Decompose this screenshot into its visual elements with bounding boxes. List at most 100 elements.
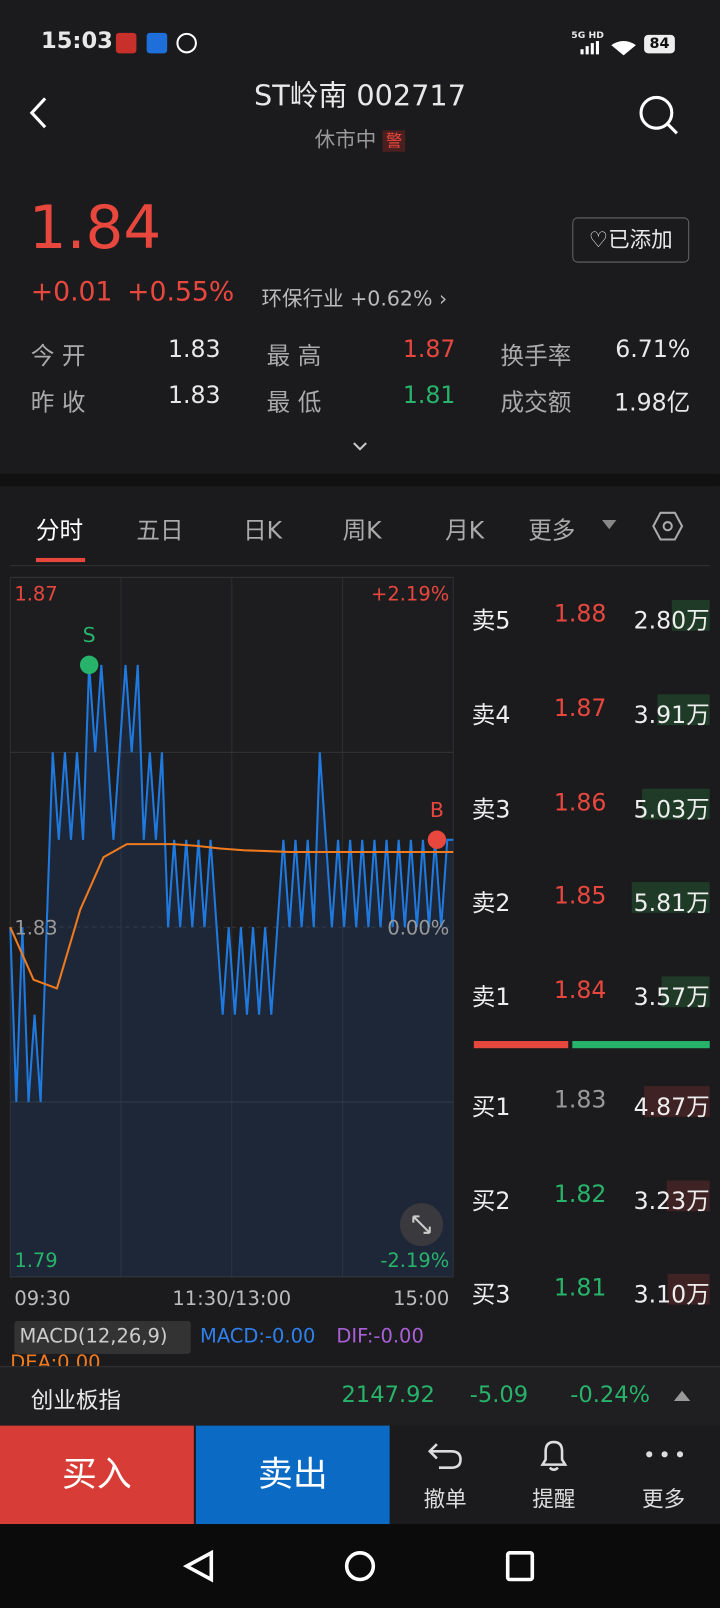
dif-value: DIF:-0.00 [336, 1325, 424, 1348]
pct-label: +2.19% [371, 582, 449, 605]
book-volume: 3.57万 [633, 984, 710, 1012]
settings-button[interactable] [650, 509, 685, 544]
x-label: 15:00 [393, 1287, 449, 1310]
y-label-mid: 1.83 [14, 917, 57, 940]
book-price: 1.87 [553, 695, 607, 722]
book-volume: 5.81万 [633, 890, 710, 918]
book-volume: 4.87万 [633, 1094, 710, 1122]
dea-text: DEA:0.00 [10, 1351, 101, 1367]
book-price: 1.82 [553, 1181, 607, 1208]
stat-label: 最 低 [266, 389, 322, 417]
buy-label: 买入 [62, 1454, 132, 1496]
sell-button[interactable]: 卖出 [195, 1425, 390, 1525]
back-button[interactable] [25, 94, 56, 131]
indicator-name: MACD(12,26,9) [19, 1325, 168, 1348]
book-label: 卖1 [471, 984, 511, 1012]
action-item[interactable]: 更多 [642, 1487, 686, 1512]
price-area [10, 664, 454, 1277]
app-icon [176, 32, 197, 54]
stat-value: 1.98亿 [614, 389, 691, 417]
signal-icons [580, 41, 636, 56]
expand-icon [673, 1390, 691, 1402]
index-bar[interactable] [0, 1366, 720, 1427]
x-label: 09:30 [14, 1287, 70, 1310]
book-price: 1.88 [553, 601, 607, 628]
tab[interactable]: 日K [243, 517, 283, 545]
y-label-bottom: 1.79 [14, 1249, 57, 1272]
volume-bar [666, 1179, 710, 1211]
sector: 环保行业 +0.62% [261, 286, 433, 311]
tab[interactable]: 五日 [136, 517, 184, 545]
tab[interactable]: 月K [445, 517, 485, 545]
volume-bar [657, 694, 710, 725]
more-icon [646, 1451, 684, 1458]
clock: 15:03 [41, 28, 113, 55]
price-line [9, 664, 454, 1103]
book-volume: 2.80万 [633, 608, 710, 635]
book-price: 1.85 [553, 883, 607, 910]
divider [0, 473, 720, 487]
stat-value: 6.71% [615, 336, 691, 364]
stat-value: 1.83 [167, 336, 221, 364]
y-label-top: 1.87 [14, 582, 57, 605]
book-label: 卖2 [471, 890, 511, 918]
stat-value: 1.83 [167, 382, 221, 410]
app-icon [115, 32, 137, 54]
stat-label: 昨 收 [30, 389, 86, 417]
dea-value: DEA:0.00 [10, 1352, 100, 1366]
book-label: 买1 [471, 1094, 511, 1122]
expand-button[interactable] [351, 439, 369, 453]
sector-link[interactable]: 环保行业 +0.62% › [261, 286, 448, 311]
indicator-selector[interactable] [14, 1321, 191, 1354]
volume-bar [661, 976, 710, 1008]
tab-indicator [35, 557, 86, 563]
app-icon [146, 32, 168, 54]
dropdown-icon [602, 519, 617, 530]
fullscreen-icon [412, 1215, 431, 1234]
book-label: 买2 [471, 1188, 511, 1215]
book-label: 卖4 [471, 702, 511, 729]
stat-label: 最 高 [266, 343, 322, 371]
subtitle-row: 休市中 警 [0, 123, 720, 153]
stat-label: 今 开 [30, 343, 86, 371]
buy-marker [427, 830, 447, 849]
stat-label: 成交额 [500, 389, 572, 417]
search-button[interactable] [636, 92, 681, 137]
nav-buttons[interactable] [0, 1524, 720, 1608]
last-price: 1.84 [28, 192, 162, 263]
volume-bar [668, 1273, 710, 1305]
stat-value: 1.81 [402, 382, 456, 410]
index-value: 2147.92 [341, 1382, 435, 1409]
avg-line [9, 843, 454, 990]
book-volume: 3.10万 [633, 1282, 710, 1309]
index-name: 创业板指 [30, 1388, 122, 1415]
pct-label: 0.00% [387, 917, 449, 940]
book-volume: 3.91万 [633, 702, 710, 729]
intraday-chart: 1.87 1.83 1.79 +2.19% 0.00% -2.19% 09:30 11:30/… [9, 576, 454, 1310]
divider [10, 565, 710, 567]
network: 5G HD [571, 30, 604, 42]
warning-tag: 警 [382, 130, 406, 152]
nav-bar [0, 1524, 720, 1608]
tab[interactable]: 更多 [528, 517, 576, 545]
action-item[interactable]: 撤单 [423, 1487, 467, 1512]
book-label: 买3 [471, 1282, 511, 1309]
tab[interactable]: 周K [342, 517, 382, 545]
market-status: 休市中 [314, 127, 377, 152]
volume-bar [644, 1086, 710, 1117]
change: +0.01 [30, 276, 113, 308]
book-volume: 5.03万 [633, 796, 710, 824]
change-pct: +0.55% [127, 276, 235, 308]
buy-button[interactable]: 买入 [0, 1425, 194, 1525]
book-price: 1.83 [553, 1087, 607, 1114]
sell-marker [79, 655, 99, 675]
book-label: 卖3 [471, 796, 511, 824]
watch-label: 已添加 [608, 227, 673, 253]
pct-label: -2.19% [380, 1249, 449, 1272]
watch-button[interactable]: ♡已添加 [572, 217, 690, 263]
volume-bar [672, 599, 710, 631]
action-item[interactable]: 提醒 [532, 1487, 576, 1512]
buy-marker-label: B [430, 798, 444, 822]
tab[interactable]: 分时 [35, 517, 84, 545]
